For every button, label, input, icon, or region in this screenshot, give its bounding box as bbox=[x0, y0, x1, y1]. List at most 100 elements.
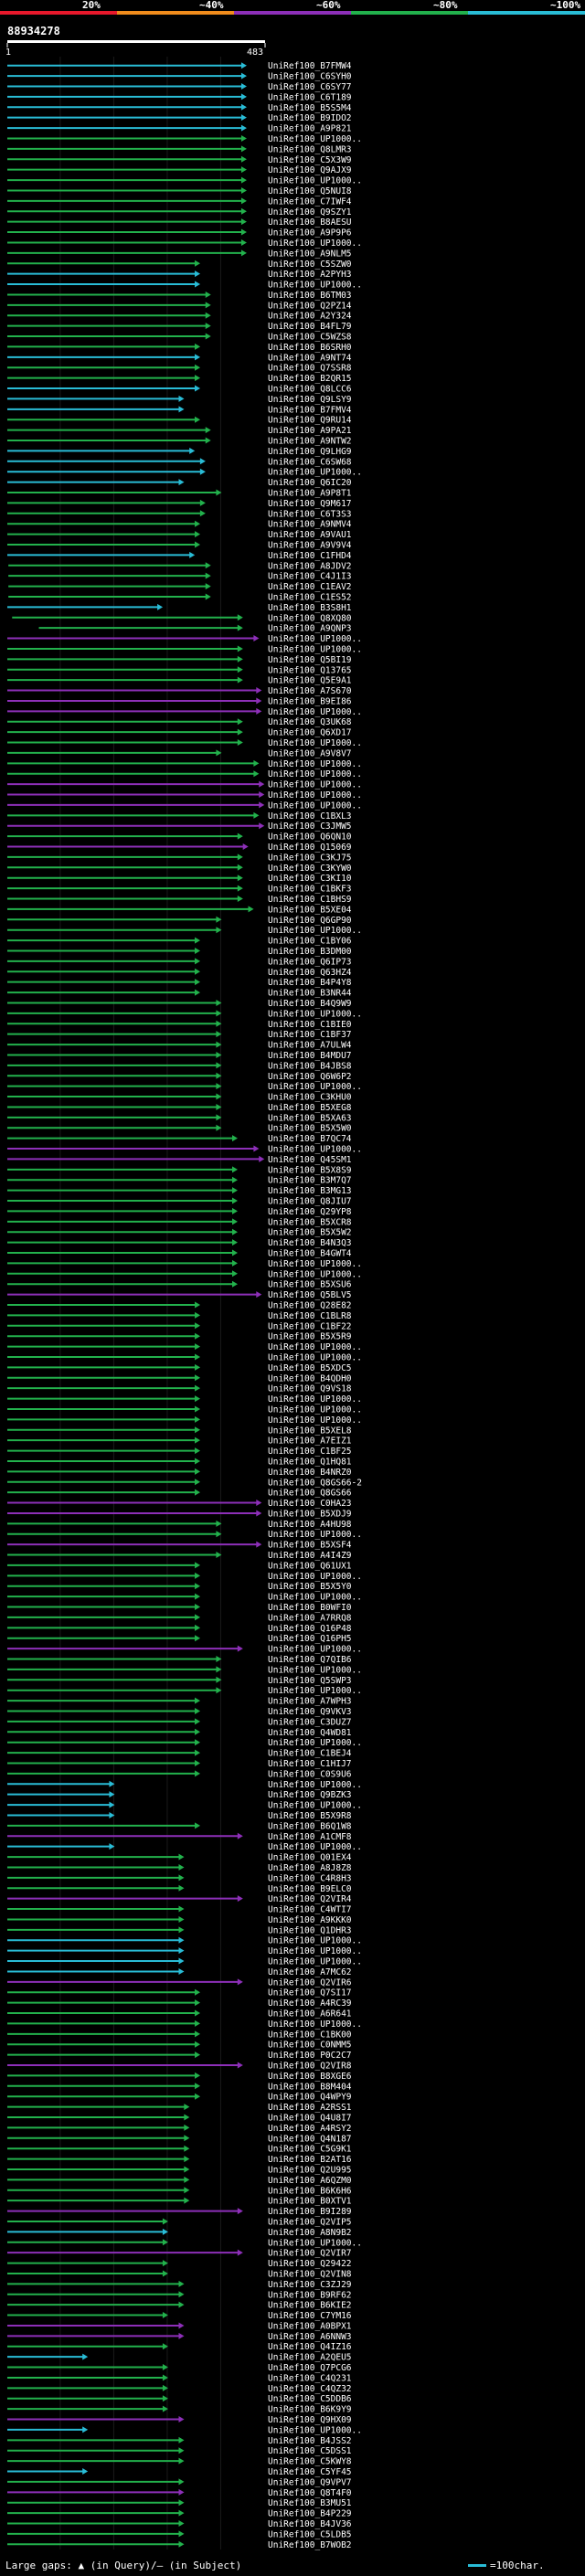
hit-arrowhead bbox=[240, 218, 247, 226]
hit-arrowhead bbox=[237, 2062, 243, 2069]
hit-arrowhead bbox=[253, 770, 260, 778]
hit-arrowhead bbox=[205, 291, 211, 298]
hit-arrowhead bbox=[195, 1458, 201, 1465]
legend-strip bbox=[234, 11, 351, 15]
hit-arrowhead bbox=[216, 1051, 222, 1058]
hit-label: UniRef100_B0WFI0 bbox=[268, 1603, 352, 1613]
hit-label: UniRef100_A1CMF8 bbox=[268, 1832, 352, 1842]
hit-label: UniRef100_Q9LHG9 bbox=[268, 447, 352, 457]
hit-arrowhead bbox=[178, 2301, 185, 2308]
hit-arrowhead bbox=[195, 2030, 201, 2038]
hit-label: UniRef100_Q9VKV3 bbox=[268, 1707, 352, 1717]
hit-arrowhead bbox=[240, 166, 247, 174]
hit-label: UniRef100_B9ELC0 bbox=[268, 1884, 352, 1894]
hit-label: UniRef100_B5X5Y0 bbox=[268, 1582, 352, 1592]
hit-label: UniRef100_B4P229 bbox=[268, 2509, 352, 2519]
hit-arrowhead bbox=[195, 281, 201, 288]
hit-label: UniRef100_Q8XQ80 bbox=[268, 613, 352, 623]
hit-arrowhead bbox=[253, 759, 260, 767]
hit-label: UniRef100_UP1000.. bbox=[268, 1145, 362, 1155]
hit-arrowhead bbox=[205, 427, 211, 434]
hit-arrowhead bbox=[256, 697, 262, 705]
hit-arrowhead bbox=[178, 1957, 185, 1965]
hit-arrowhead bbox=[205, 562, 211, 569]
hit-arrowhead bbox=[259, 1155, 265, 1162]
hit-label: UniRef100_A8J8Z8 bbox=[268, 1863, 352, 1873]
hit-arrowhead bbox=[216, 1093, 222, 1100]
hit-label: UniRef100_UP1000.. bbox=[268, 1946, 362, 1956]
hit-label: UniRef100_B5X5W0 bbox=[268, 1124, 352, 1134]
hit-label: UniRef100_C4Q231 bbox=[268, 2373, 352, 2383]
hit-arrowhead bbox=[109, 1780, 115, 1787]
hit-label: UniRef100_Q2PZ14 bbox=[268, 301, 352, 311]
hit-arrowhead bbox=[195, 375, 201, 382]
hit-arrowhead bbox=[178, 1884, 185, 1892]
hit-arrowhead bbox=[162, 2384, 168, 2391]
hit-arrowhead bbox=[237, 614, 243, 621]
hit-label: UniRef100_Q6IC20 bbox=[268, 478, 352, 488]
hit-arrowhead bbox=[259, 801, 265, 809]
hit-arrowhead bbox=[195, 989, 201, 996]
hit-arrowhead bbox=[189, 447, 196, 454]
hit-label: UniRef100_Q9VS18 bbox=[268, 1384, 352, 1394]
hit-label: UniRef100_UP1000.. bbox=[268, 176, 362, 186]
hit-arrowhead bbox=[195, 2093, 201, 2100]
hit-label: UniRef100_C5YF45 bbox=[268, 2467, 352, 2477]
hit-arrowhead bbox=[195, 947, 201, 954]
hit-label: UniRef100_A9NT74 bbox=[268, 353, 352, 363]
hit-arrowhead bbox=[82, 2468, 89, 2475]
hit-arrowhead bbox=[231, 1270, 238, 1277]
hit-arrowhead bbox=[256, 707, 262, 715]
hit-label: UniRef100_Q8JIU7 bbox=[268, 1197, 352, 1207]
hit-label: UniRef100_Q16P48 bbox=[268, 1624, 352, 1634]
hit-arrowhead bbox=[178, 2322, 185, 2329]
hit-arrowhead bbox=[237, 645, 243, 652]
hit-arrowhead bbox=[231, 1176, 238, 1183]
hit-arrowhead bbox=[178, 1853, 185, 1860]
hit-label: UniRef100_Q8GS66 bbox=[268, 1489, 352, 1499]
hit-arrowhead bbox=[240, 176, 247, 184]
hit-arrowhead bbox=[237, 676, 243, 684]
hit-arrowhead bbox=[231, 1228, 238, 1235]
hit-label: UniRef100_UP1000.. bbox=[268, 780, 362, 790]
hit-arrowhead bbox=[231, 1197, 238, 1204]
hit-arrowhead bbox=[184, 2104, 190, 2111]
hit-arrowhead bbox=[195, 979, 201, 986]
hit-label: UniRef100_Q5NUI8 bbox=[268, 186, 352, 196]
hit-arrowhead bbox=[195, 416, 201, 423]
hit-arrowhead bbox=[184, 2114, 190, 2121]
hit-label: UniRef100_C1BIE0 bbox=[268, 1020, 352, 1030]
hit-label: UniRef100_Q9VPV7 bbox=[268, 2477, 352, 2487]
hit-arrowhead bbox=[216, 999, 222, 1006]
hit-label: UniRef100_UP1000.. bbox=[268, 1342, 362, 1352]
hit-label: UniRef100_UP1000.. bbox=[268, 644, 362, 654]
hit-label: UniRef100_UP1000.. bbox=[268, 738, 362, 748]
hit-arrowhead bbox=[195, 1384, 201, 1392]
hit-label: UniRef100_UP1000.. bbox=[268, 1842, 362, 1852]
hit-label: UniRef100_Q61UX1 bbox=[268, 1561, 352, 1571]
hit-label: UniRef100_C0S9U6 bbox=[268, 1769, 352, 1779]
hit-arrowhead bbox=[216, 749, 222, 757]
hit-label: UniRef100_C1ES52 bbox=[268, 592, 352, 602]
hit-label: UniRef100_A9NLM5 bbox=[268, 249, 352, 259]
hit-label: UniRef100_UP1000.. bbox=[268, 2019, 362, 2030]
hit-label: UniRef100_A7S670 bbox=[268, 686, 352, 696]
hit-arrowhead bbox=[162, 2395, 168, 2402]
hit-label: UniRef100_C3JMW5 bbox=[268, 822, 352, 832]
hit-label: UniRef100_B6K9Y9 bbox=[268, 2405, 352, 2415]
hit-label: UniRef100_C1BKF3 bbox=[268, 885, 352, 895]
hit-label: UniRef100_Q8T4F0 bbox=[268, 2488, 352, 2498]
hit-arrowhead bbox=[199, 468, 206, 475]
hit-label: UniRef100_Q2VIR4 bbox=[268, 1894, 352, 1904]
hit-label: UniRef100_C1BXL3 bbox=[268, 811, 352, 822]
hit-label: UniRef100_B4QDH0 bbox=[268, 1373, 352, 1383]
hit-arrowhead bbox=[231, 1207, 238, 1214]
hit-label: UniRef100_A6NNW3 bbox=[268, 2332, 352, 2342]
hit-label: UniRef100_C5DDB6 bbox=[268, 2394, 352, 2404]
hit-label: UniRef100_Q5E9A1 bbox=[268, 676, 352, 686]
hit-label: UniRef100_B4GWT4 bbox=[268, 1249, 352, 1259]
hit-label: UniRef100_UP1000.. bbox=[268, 239, 362, 249]
hit-arrowhead bbox=[178, 2488, 185, 2496]
hit-arrowhead bbox=[231, 1280, 238, 1288]
